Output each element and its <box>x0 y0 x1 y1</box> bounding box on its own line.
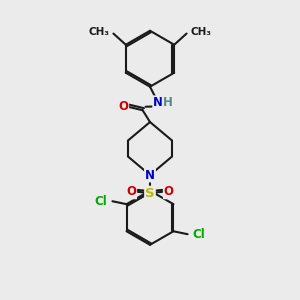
Text: N: N <box>153 96 163 110</box>
Text: S: S <box>145 187 155 200</box>
Text: Cl: Cl <box>193 228 205 241</box>
Text: CH₃: CH₃ <box>190 27 211 37</box>
Text: N: N <box>145 169 155 182</box>
Text: O: O <box>118 100 128 113</box>
Text: CH₃: CH₃ <box>89 27 110 37</box>
Text: O: O <box>164 185 174 198</box>
Text: O: O <box>126 185 136 198</box>
Text: Cl: Cl <box>95 195 107 208</box>
Text: H: H <box>163 96 172 110</box>
